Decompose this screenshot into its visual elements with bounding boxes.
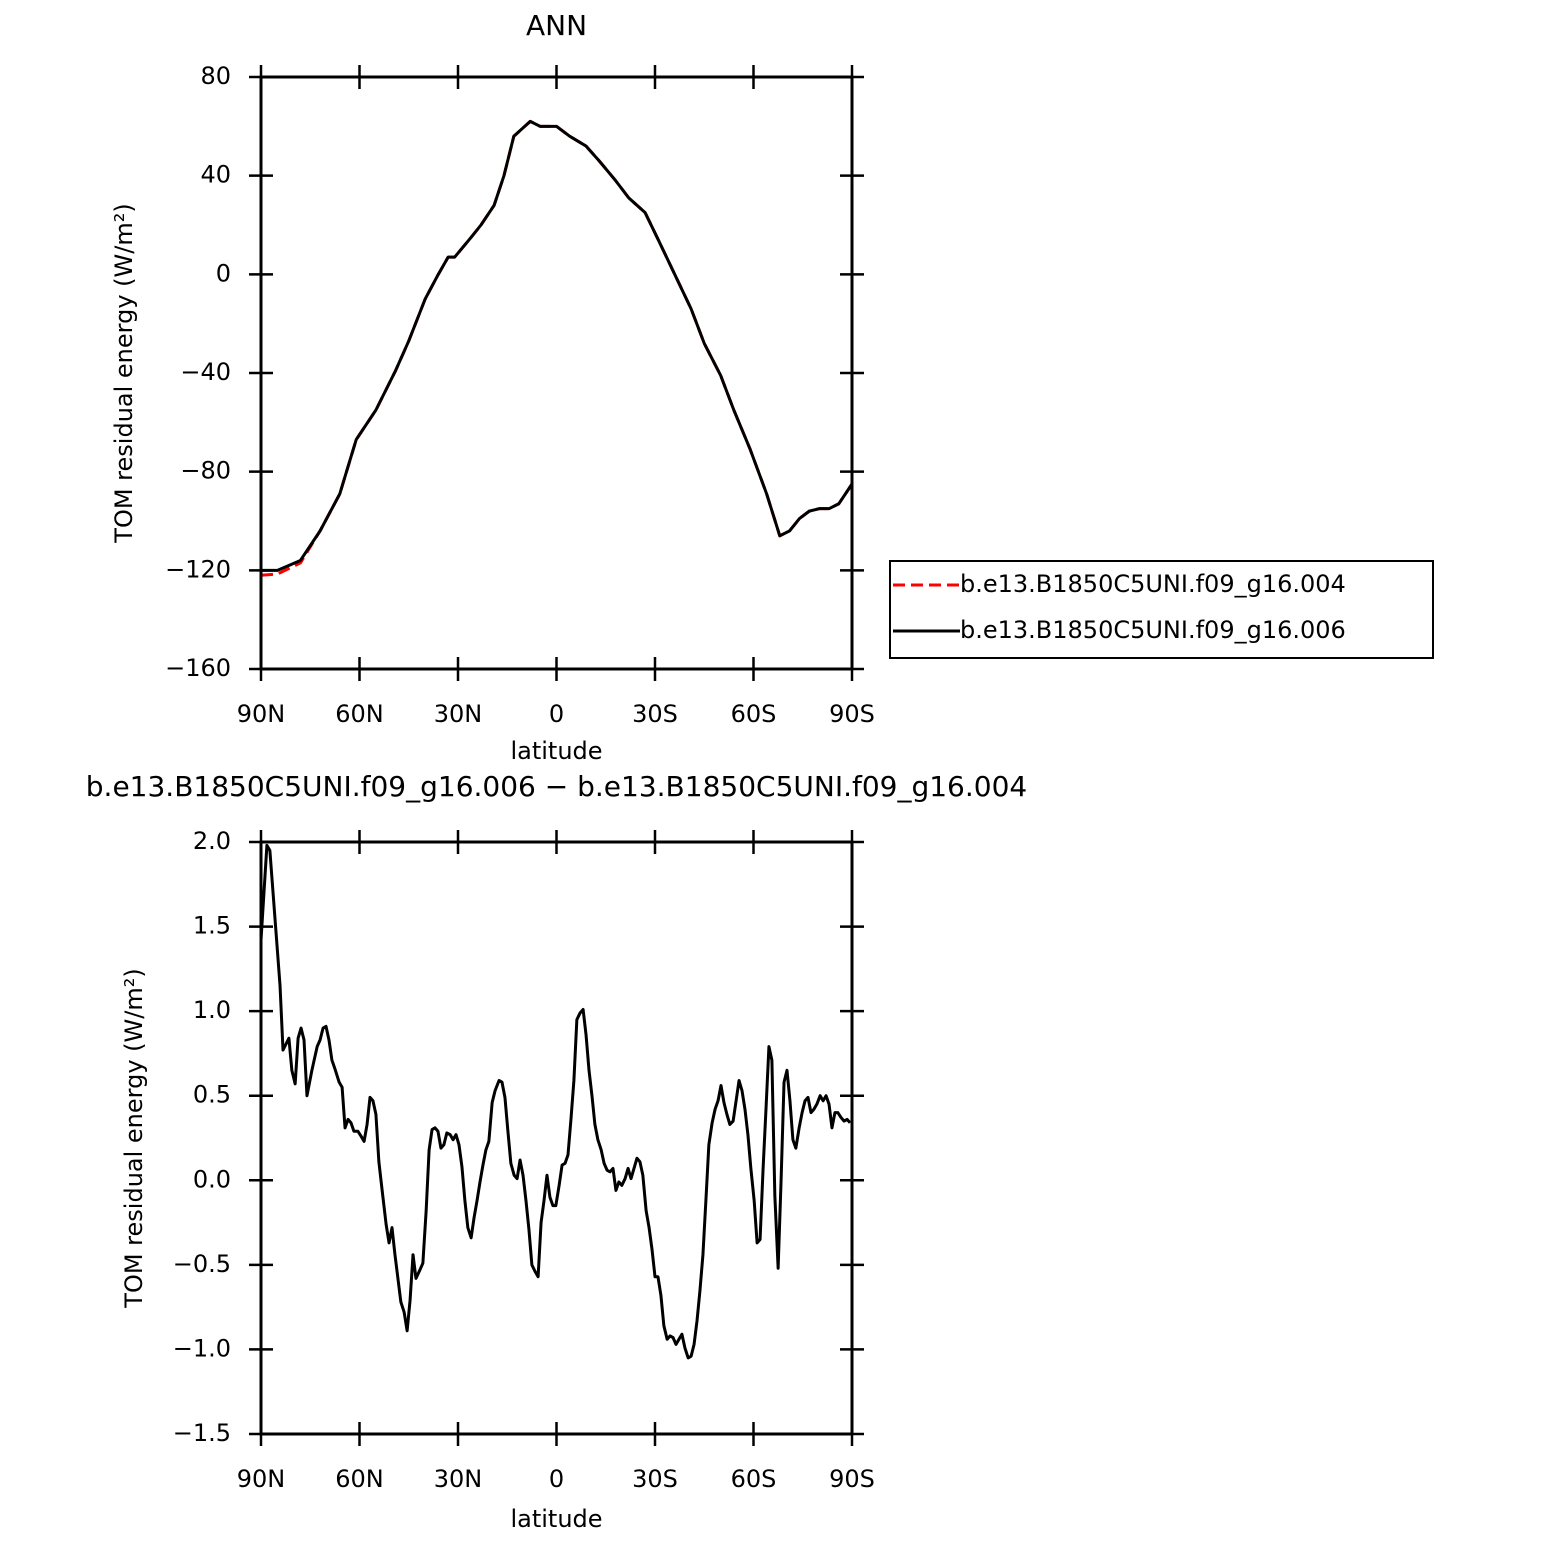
x-tick-label: 0 xyxy=(549,700,564,728)
data-line xyxy=(260,119,854,577)
x-tick-label: 60S xyxy=(731,1465,777,1493)
x-tick-label: 90N xyxy=(237,1465,286,1493)
x-tick-label: 30N xyxy=(434,1465,483,1493)
plot-frame xyxy=(259,840,854,1436)
y-tick-label: 40 xyxy=(200,161,231,189)
legend-label: b.e13.B1850C5UNI.f09_g16.006 xyxy=(960,616,1346,644)
chart-title: ANN xyxy=(526,9,587,42)
legend-box xyxy=(889,560,1434,659)
y-tick-label: −80 xyxy=(180,457,231,485)
x-tick-label: 90N xyxy=(237,700,286,728)
y-tick-label: 1.5 xyxy=(193,912,231,940)
x-tick-label: 60S xyxy=(731,700,777,728)
y-tick-label: 0 xyxy=(216,259,231,287)
legend: b.e13.B1850C5UNI.f09_g16.004 b.e13.B1850C… xyxy=(889,560,1434,659)
x-tick-label: 30N xyxy=(434,700,483,728)
x-tick-label: 30S xyxy=(632,700,678,728)
y-tick-label: 0.0 xyxy=(193,1165,231,1193)
y-tick-label: −160 xyxy=(165,654,231,682)
legend-label: b.e13.B1850C5UNI.f09_g16.004 xyxy=(960,570,1346,598)
y-tick-label: −0.5 xyxy=(173,1250,231,1278)
chart-title: b.e13.B1850C5UNI.f09_g16.006 − b.e13.B18… xyxy=(86,770,1027,803)
y-axis-label: TOM residual energy (W/m²) xyxy=(110,203,138,543)
y-tick-label: 2.0 xyxy=(193,827,231,855)
y-axis-label: TOM residual energy (W/m²) xyxy=(120,968,148,1308)
x-tick-label: 90S xyxy=(829,700,875,728)
x-axis-label: latitude xyxy=(510,737,602,765)
y-tick-label: 1.0 xyxy=(193,996,231,1024)
x-axis-label: latitude xyxy=(510,1505,602,1533)
x-tick-label: 90S xyxy=(829,1465,875,1493)
y-tick-label: −1.5 xyxy=(173,1419,231,1447)
data-line xyxy=(259,843,852,1360)
plot-frame xyxy=(259,75,854,671)
y-tick-label: −120 xyxy=(165,555,231,583)
y-tick-label: 0.5 xyxy=(193,1081,231,1109)
y-tick-label: 80 xyxy=(200,62,231,90)
y-tick-label: −1.0 xyxy=(173,1334,231,1362)
x-tick-label: 60N xyxy=(335,700,384,728)
data-line xyxy=(261,119,854,572)
x-tick-label: 0 xyxy=(549,1465,564,1493)
x-tick-label: 60N xyxy=(335,1465,384,1493)
y-tick-label: −40 xyxy=(180,358,231,386)
x-tick-label: 30S xyxy=(632,1465,678,1493)
